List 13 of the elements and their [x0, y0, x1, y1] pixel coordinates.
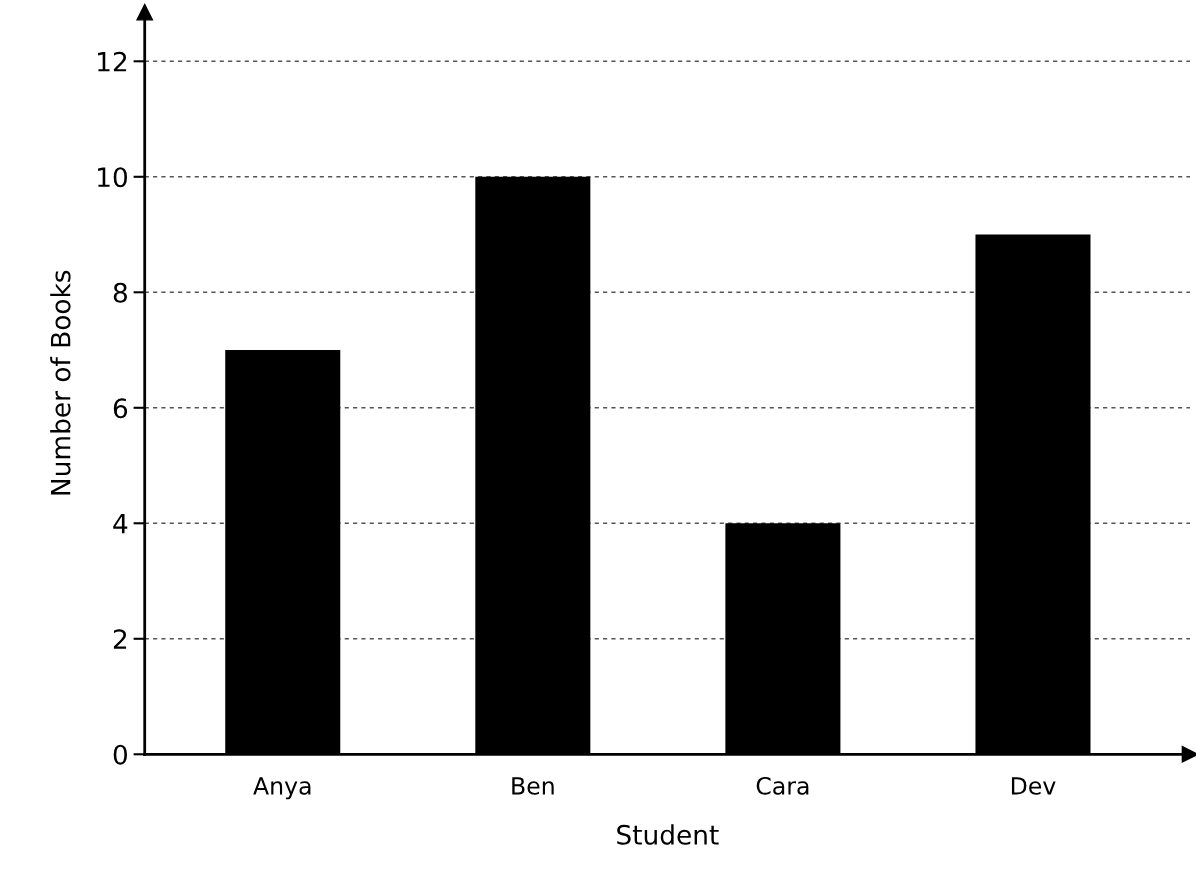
x-tick-label: Cara [756, 776, 809, 795]
x-tick-label: Anya [253, 777, 311, 800]
y-tick-label: 10 [98, 167, 127, 188]
x-tick-label: Ben [512, 777, 554, 795]
y-axis-title: Number of Books [50, 270, 71, 495]
y-tick-label: 0 [113, 744, 127, 765]
x-tick-label: Dev [1011, 777, 1056, 795]
x-axis-title: Student [617, 824, 719, 845]
y-tick-label: 12 [98, 51, 127, 72]
y-tick-label: 2 [113, 629, 127, 649]
y-tick-label: 8 [113, 282, 127, 303]
y-tick-label: 4 [113, 514, 128, 534]
y-tick-label: 6 [113, 398, 128, 419]
